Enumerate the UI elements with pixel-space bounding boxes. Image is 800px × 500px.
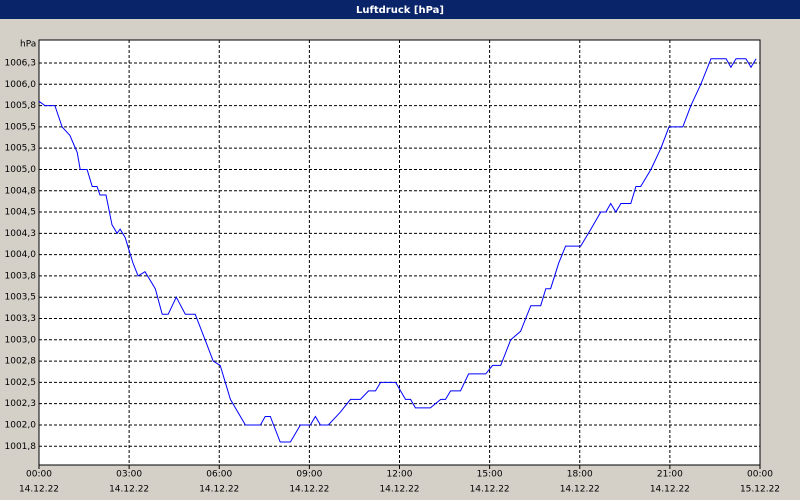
x-tick-label: 00:00 [26,470,52,480]
y-tick-label: 1002,5 [5,378,37,388]
y-tick-label: 1001,8 [5,442,37,452]
y-tick-label: 1005,8 [5,101,37,111]
x-tick-date: 14.12.22 [289,485,329,495]
y-tick-label: 1004,5 [5,208,37,218]
x-tick-date: 14.12.22 [470,485,510,495]
x-tick-label: 18:00 [567,470,593,480]
y-tick-label: 1004,0 [5,250,37,260]
y-tick-label: 1004,8 [5,186,37,196]
y-tick-label: 1003,3 [5,314,37,324]
y-tick-label: 1003,5 [5,293,37,303]
y-tick-label: 1003,8 [5,271,37,281]
y-tick-label: 1005,5 [5,122,37,132]
x-tick-label: 12:00 [387,470,413,480]
x-tick-date: 15.12.22 [740,485,780,495]
plot-border [38,39,761,466]
y-tick-label: 1003,0 [5,335,37,345]
x-tick-label: 00:00 [747,470,773,480]
data-line [38,58,757,443]
x-tick-date: 14.12.22 [560,485,600,495]
x-tick-label: 06:00 [206,470,232,480]
y-axis-label: hPa [20,40,36,50]
x-tick-date: 14.12.22 [650,485,690,495]
y-tick-label: 1005,0 [5,165,37,175]
x-tick-label: 03:00 [116,470,142,480]
y-tick-label: 1002,3 [5,399,37,409]
chart-title: Luftdruck [hPa] [356,5,444,16]
x-tick-date: 14.12.22 [19,485,59,495]
y-tick-label: 1002,0 [5,420,37,430]
x-tick-date: 14.12.22 [379,485,419,495]
x-tick-label: 21:00 [657,470,683,480]
y-tick-label: 1006,3 [5,58,37,68]
y-tick-label: 1004,3 [5,229,37,239]
title-bar [0,0,800,19]
x-tick-date: 14.12.22 [109,485,149,495]
x-tick-label: 15:00 [477,470,503,480]
y-tick-label: 1002,8 [5,357,37,367]
y-tick-label: 1006,0 [5,80,37,90]
x-tick-label: 09:00 [296,470,322,480]
y-tick-label: 1005,3 [5,144,37,154]
x-tick-date: 14.12.22 [199,485,239,495]
